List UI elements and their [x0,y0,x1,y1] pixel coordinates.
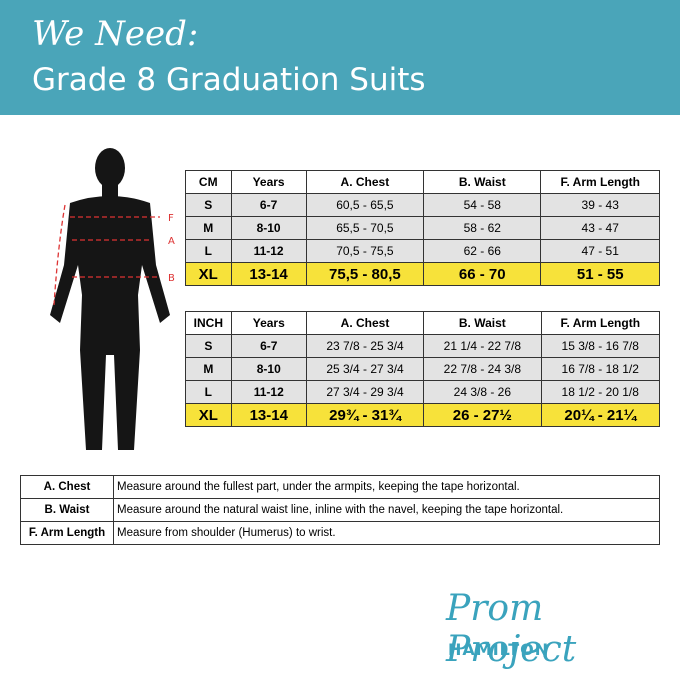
definition-row: F. Arm Length Measure from shoulder (Hume… [20,521,660,545]
measure-lines [53,204,160,306]
marker: A [168,236,175,247]
kicker: We Need: [32,14,199,54]
term: A. Chest [20,475,114,499]
size-row: M 8-10 65,5 - 70,5 58 - 62 43 - 47 [185,216,660,240]
size-row: L 11-12 70,5 - 75,5 62 - 66 47 - 51 [185,239,660,263]
description: Measure from shoulder (Humerus) to wrist… [113,521,660,545]
cell: 13-14 [230,262,307,286]
size-row: XL 13-14 29¾ - 31¾ 26 - 27½ 20¼ - 21¼ [185,403,660,427]
cell: 62 - 66 [423,239,542,263]
cell: L [185,380,232,404]
cm-table: CM Years A. Chest B. Waist F. Arm Length S 6-7… [185,170,660,286]
definition-row: B. Waist Measure around the natural waist… [20,498,660,522]
cell: 66 - 70 [423,262,542,286]
marker: B [168,273,175,284]
size-row: XL 13-14 75,5 - 80,5 66 - 70 51 - 55 [185,262,660,286]
cell: M [185,357,232,381]
column-header: Years [230,311,307,335]
cell: 18 1/2 - 20 1/8 [540,380,660,404]
cell: 43 - 47 [540,216,660,240]
header-row: INCH Years A. Chest B. Waist F. Arm Length [185,311,660,335]
logo-name: Prom Project [446,588,577,670]
column-header: F. Arm Length [540,311,660,335]
cell: XL [185,262,232,286]
column-header: INCH [185,311,232,335]
cell: 15 3/8 - 16 7/8 [540,334,660,358]
title: Grade 8 Graduation Suits [32,62,426,98]
column-header: Years [230,170,307,194]
cell: XL [185,403,232,427]
cell: 70,5 - 75,5 [305,239,425,263]
cell: 11-12 [230,239,307,263]
cell: 39 - 43 [540,193,660,217]
cell: 20¼ - 21¼ [540,403,660,427]
cell: 54 - 58 [423,193,542,217]
column-header: A. Chest [305,311,425,335]
size-row: S 6-7 60,5 - 65,5 54 - 58 39 - 43 [185,193,660,217]
figure: F A B [50,148,175,450]
cell: S [185,334,232,358]
column-header: B. Waist [423,170,542,194]
header: We Need: Grade 8 Graduation Suits [0,0,680,115]
cell: 8-10 [230,357,307,381]
cell: 27 3/4 - 29 3/4 [305,380,425,404]
size-row: S 6-7 23 7/8 - 25 3/4 21 1/4 - 22 7/8 15 3/8… [185,334,660,358]
cell: M [185,216,232,240]
header-row: CM Years A. Chest B. Waist F. Arm Length [185,170,660,194]
term: F. Arm Length [20,521,114,545]
cell: 58 - 62 [423,216,542,240]
cell: 29¾ - 31¾ [305,403,425,427]
description: Measure around the fullest part, under t… [113,475,660,499]
cell: 75,5 - 80,5 [305,262,425,286]
cell: 11-12 [230,380,307,404]
cell: 51 - 55 [540,262,660,286]
definitions-table: A. Chest Measure around the fullest part,… [20,475,660,545]
cell: 6-7 [230,193,307,217]
cell: 6-7 [230,334,307,358]
cell: 47 - 51 [540,239,660,263]
column-header: F. Arm Length [540,170,660,194]
inch-table: INCH Years A. Chest B. Waist F. Arm Length S 6… [185,311,660,427]
definition-row: A. Chest Measure around the fullest part,… [20,475,660,499]
size-row: M 8-10 25 3/4 - 27 3/4 22 7/8 - 24 3/8 16 7/… [185,357,660,381]
silhouette [50,148,170,450]
cell: 16 7/8 - 18 1/2 [540,357,660,381]
cell: 25 3/4 - 27 3/4 [305,357,425,381]
column-header: CM [185,170,232,194]
cell: L [185,239,232,263]
size-row: L 11-12 27 3/4 - 29 3/4 24 3/8 - 26 18 1/2 -… [185,380,660,404]
cell: 8-10 [230,216,307,240]
cell: 23 7/8 - 25 3/4 [305,334,425,358]
cell: 60,5 - 65,5 [305,193,425,217]
column-header: B. Waist [423,311,542,335]
logo-city: HAMILTON [448,640,550,659]
cell: 13-14 [230,403,307,427]
description: Measure around the natural waist line, i… [113,498,660,522]
cell: 65,5 - 70,5 [305,216,425,240]
cell: 26 - 27½ [423,403,542,427]
cell: 21 1/4 - 22 7/8 [423,334,542,358]
marker: F [168,213,174,224]
column-header: A. Chest [305,170,425,194]
term: B. Waist [20,498,114,522]
cell: S [185,193,232,217]
cell: 24 3/8 - 26 [423,380,542,404]
cell: 22 7/8 - 24 3/8 [423,357,542,381]
